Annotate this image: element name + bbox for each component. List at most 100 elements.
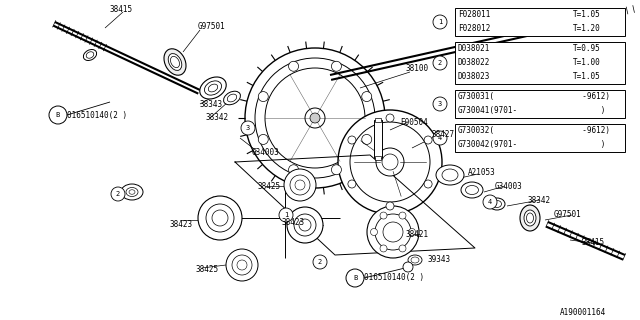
Circle shape: [338, 110, 442, 214]
Circle shape: [399, 245, 406, 252]
Circle shape: [310, 113, 320, 123]
Ellipse shape: [200, 77, 226, 99]
Text: 4: 4: [438, 135, 442, 141]
Text: G34003: G34003: [252, 148, 280, 157]
Ellipse shape: [205, 81, 221, 95]
Text: G730031(: G730031(: [458, 92, 495, 101]
Bar: [375, 118, 381, 122]
Text: 38415: 38415: [110, 5, 133, 14]
Text: 38427: 38427: [432, 130, 455, 139]
Text: G97501: G97501: [554, 210, 582, 219]
Text: 38343: 38343: [200, 100, 223, 109]
Circle shape: [241, 121, 255, 135]
Text: 4: 4: [488, 199, 492, 205]
Text: G730032(: G730032(: [458, 126, 495, 135]
Circle shape: [386, 202, 394, 210]
Circle shape: [424, 180, 432, 188]
Circle shape: [376, 148, 404, 176]
Circle shape: [237, 260, 247, 270]
Ellipse shape: [461, 182, 483, 198]
Text: F028011: F028011: [458, 10, 490, 19]
Circle shape: [290, 175, 310, 195]
Circle shape: [287, 207, 323, 243]
Text: 38423: 38423: [170, 220, 193, 229]
Circle shape: [49, 106, 67, 124]
Ellipse shape: [442, 169, 458, 181]
Text: B: B: [56, 112, 60, 118]
Text: ): ): [573, 106, 605, 115]
Ellipse shape: [527, 213, 534, 223]
Circle shape: [383, 222, 403, 242]
Circle shape: [232, 255, 252, 275]
Text: 38100: 38100: [406, 64, 429, 73]
Circle shape: [380, 245, 387, 252]
Circle shape: [380, 212, 387, 219]
Ellipse shape: [227, 94, 237, 102]
Ellipse shape: [524, 210, 536, 226]
Ellipse shape: [408, 255, 422, 265]
Text: 38415: 38415: [582, 238, 605, 247]
Text: 016510140(2 ): 016510140(2 ): [364, 273, 424, 282]
Circle shape: [206, 204, 234, 232]
Ellipse shape: [520, 205, 540, 231]
Text: T=1.05: T=1.05: [573, 10, 601, 19]
Circle shape: [348, 136, 356, 144]
Circle shape: [259, 92, 268, 101]
Circle shape: [348, 180, 356, 188]
Ellipse shape: [121, 184, 143, 200]
Text: 016510140(2 ): 016510140(2 ): [67, 111, 127, 120]
Text: G730042(9701-: G730042(9701-: [458, 140, 518, 149]
Circle shape: [212, 210, 228, 226]
Text: T=1.00: T=1.00: [573, 58, 601, 67]
Circle shape: [362, 92, 372, 101]
Circle shape: [371, 228, 378, 236]
Circle shape: [433, 97, 447, 111]
Circle shape: [346, 269, 364, 287]
Bar: [374, 120, 382, 158]
Circle shape: [399, 212, 406, 219]
Text: G97501: G97501: [198, 22, 226, 31]
Circle shape: [294, 214, 316, 236]
Text: G34003: G34003: [495, 182, 523, 191]
Text: 1: 1: [438, 19, 442, 25]
Ellipse shape: [129, 190, 135, 194]
Circle shape: [375, 214, 411, 250]
Circle shape: [433, 15, 447, 29]
Bar: [455, 8, 625, 36]
Text: 3: 3: [246, 125, 250, 131]
Circle shape: [111, 187, 125, 201]
Circle shape: [198, 196, 242, 240]
Circle shape: [350, 122, 430, 202]
Ellipse shape: [170, 56, 179, 68]
Text: A21053: A21053: [468, 168, 496, 177]
Ellipse shape: [168, 53, 182, 70]
Bar: [455, 124, 625, 152]
Circle shape: [295, 180, 305, 190]
Text: ): ): [573, 140, 605, 149]
Text: 2: 2: [438, 60, 442, 66]
Circle shape: [245, 48, 385, 188]
Text: T=0.95: T=0.95: [573, 44, 601, 53]
Text: 38425: 38425: [258, 182, 281, 191]
Circle shape: [284, 169, 316, 201]
Ellipse shape: [223, 91, 241, 105]
Circle shape: [299, 219, 311, 231]
Text: -9612): -9612): [573, 126, 610, 135]
Text: D038022: D038022: [458, 58, 490, 67]
Circle shape: [259, 134, 268, 144]
Text: D038023: D038023: [458, 72, 490, 81]
Circle shape: [305, 108, 325, 128]
Ellipse shape: [86, 52, 94, 58]
Text: 38425: 38425: [196, 265, 219, 274]
Circle shape: [332, 61, 341, 71]
Text: E00504: E00504: [400, 118, 428, 127]
Ellipse shape: [208, 84, 218, 92]
Text: -9612): -9612): [573, 92, 610, 101]
Circle shape: [433, 56, 447, 70]
Ellipse shape: [489, 198, 505, 210]
Text: F028012: F028012: [458, 24, 490, 33]
Text: 2: 2: [318, 259, 322, 265]
Circle shape: [408, 228, 415, 236]
Text: 1: 1: [284, 212, 288, 218]
Text: T=1.20: T=1.20: [573, 24, 601, 33]
